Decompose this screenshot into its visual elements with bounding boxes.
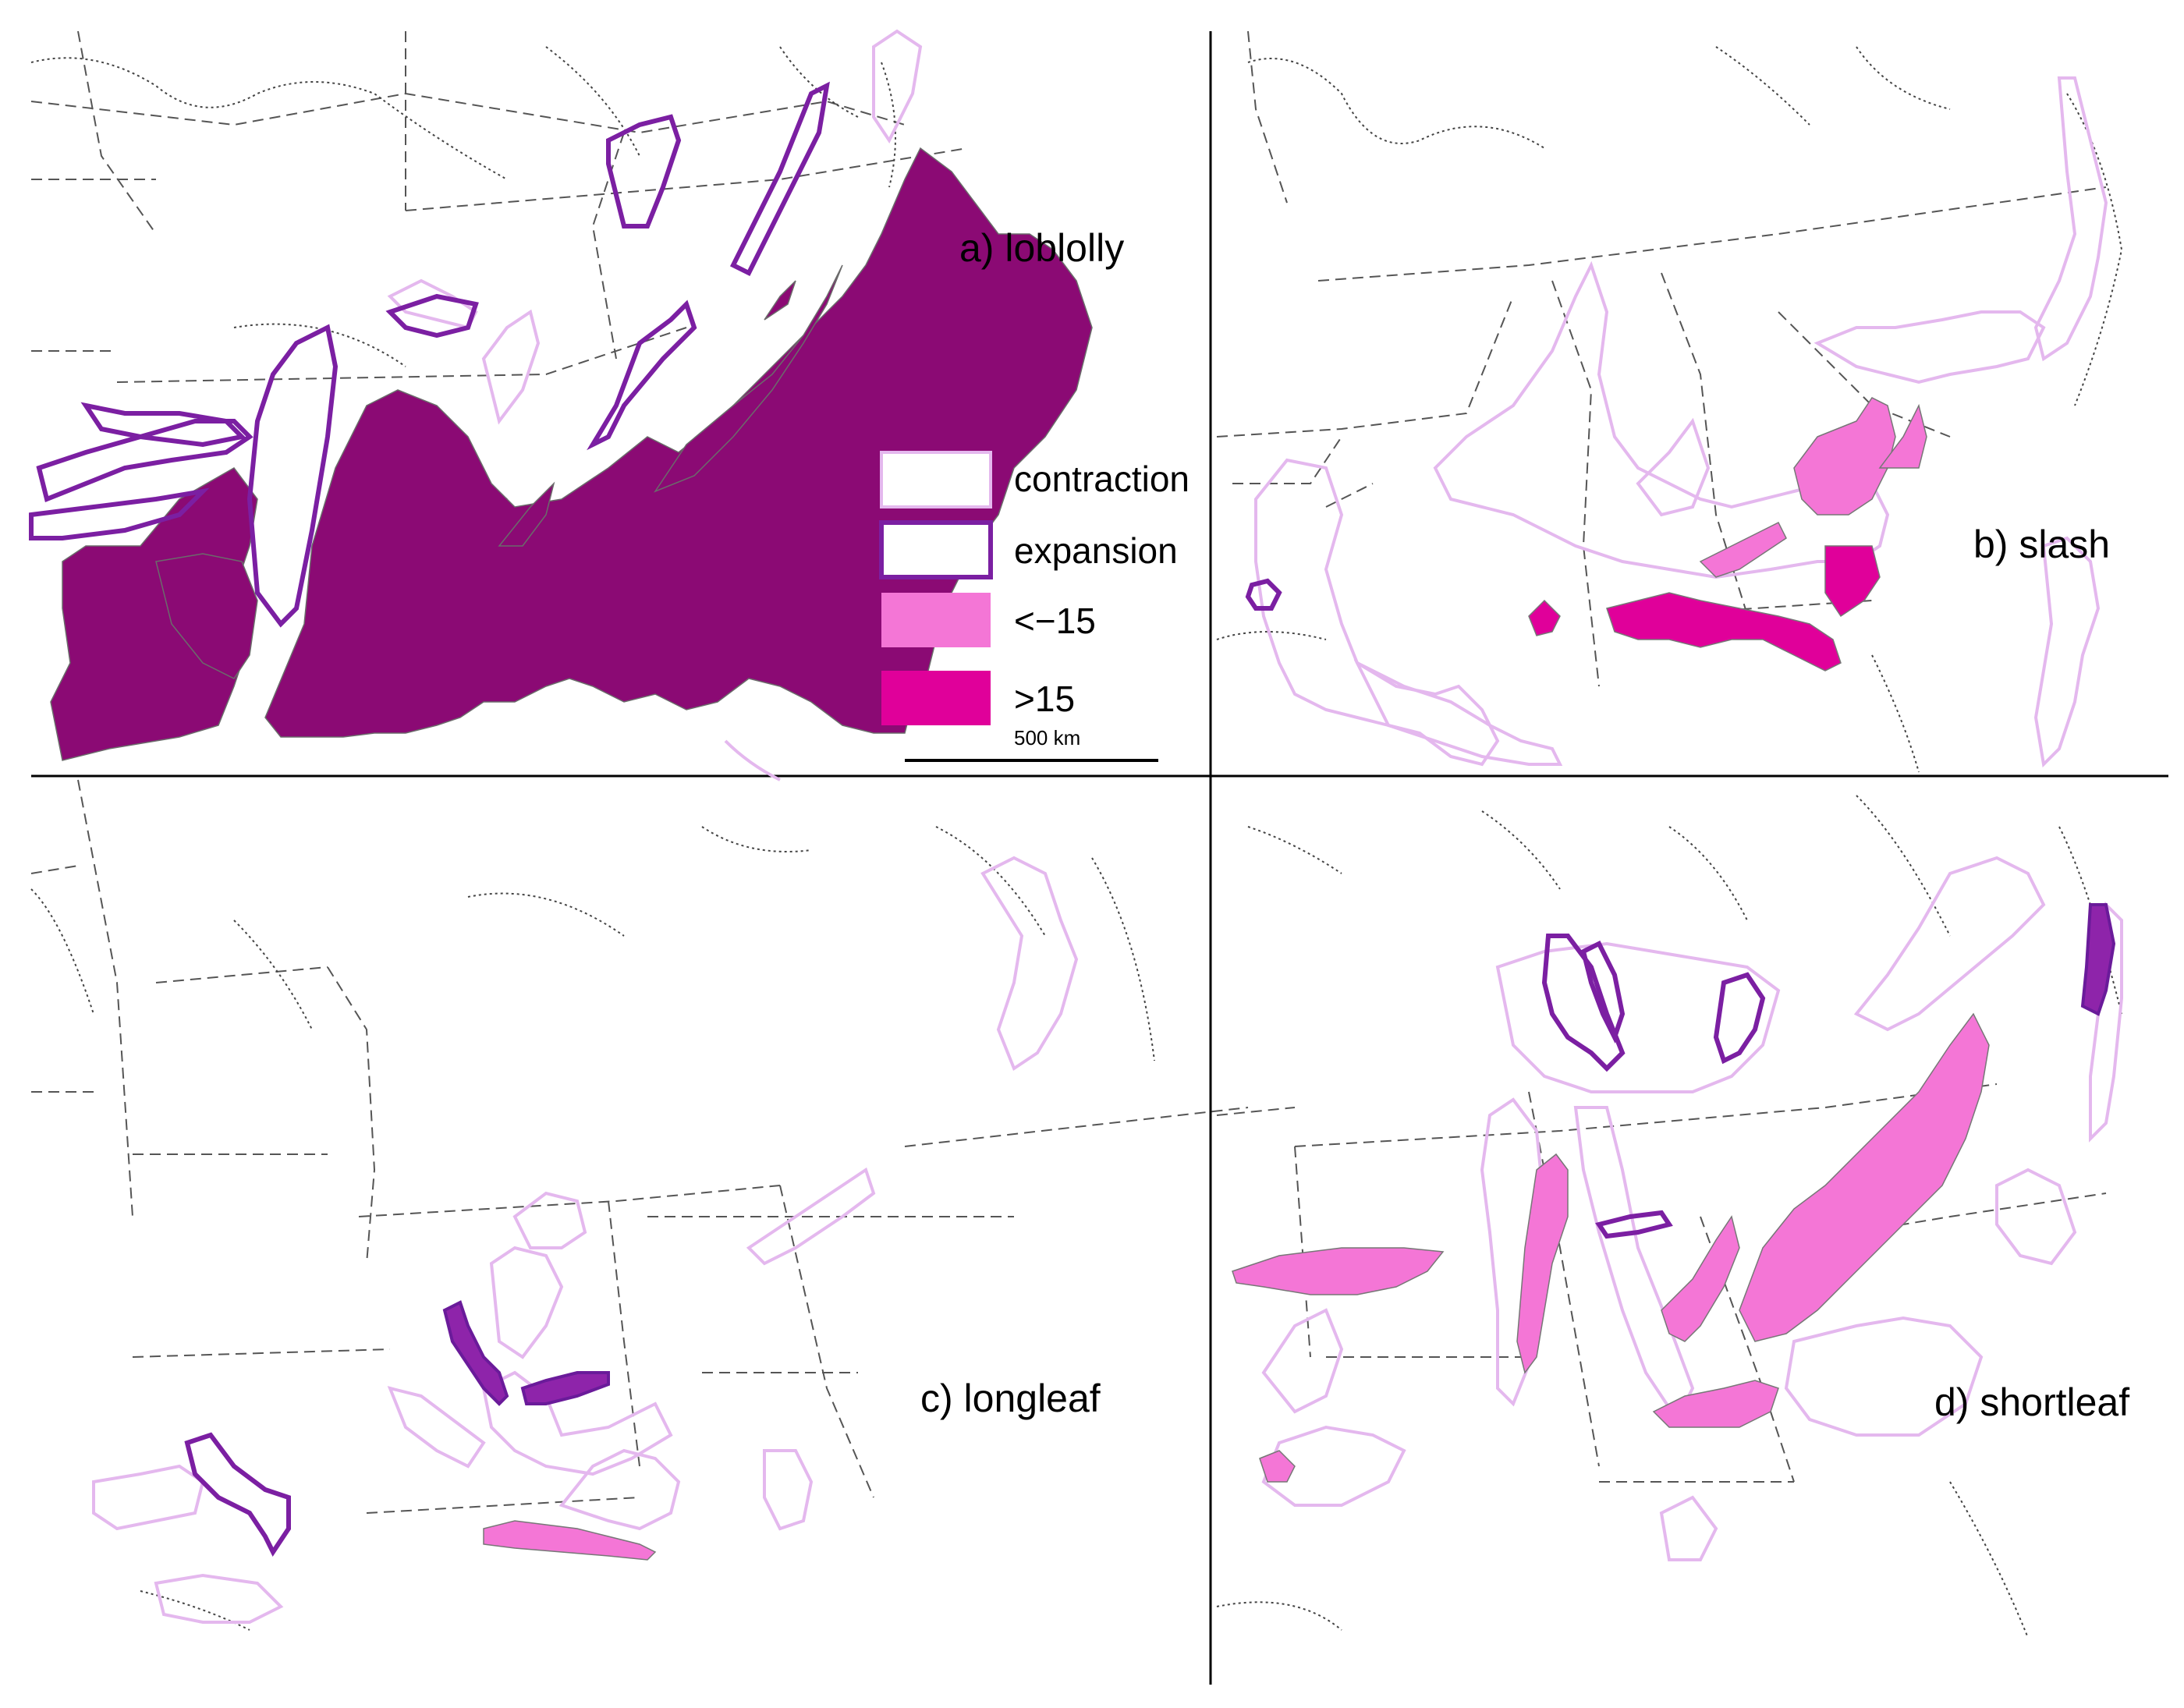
expansion-outline-a4 (587, 299, 697, 451)
contraction-outline-c1 (980, 856, 1079, 1072)
expansion-outline-a1 (606, 114, 682, 229)
expansion-outline-c1 (442, 1300, 509, 1406)
legend: contraction expansion <−15 >15 500 km (879, 451, 1190, 762)
contraction-outline-d6 (1784, 1316, 1984, 1437)
contraction-outline-c7 (154, 1573, 284, 1624)
pos15-zone-b1 (1824, 545, 1881, 618)
expansion-outline-d5 (1595, 1210, 1673, 1239)
panel-label-c: c) longleaf (920, 1377, 1101, 1420)
expansion-outline-d3 (1713, 972, 1766, 1065)
loblolly-current-range-2 (155, 553, 258, 679)
contraction-outline-b2 (1433, 260, 1890, 579)
contraction-outline-c6 (92, 1464, 205, 1531)
panel-label-d: d) shortleaf (1934, 1380, 2129, 1424)
legend-swatch-expansion (879, 520, 993, 579)
panel-label-a: a) loblolly (959, 226, 1124, 270)
neg15-zone-d2 (1259, 1450, 1296, 1483)
contraction-outline-c5 (387, 1386, 486, 1469)
contraction-outline-d8 (1261, 1308, 1344, 1414)
contraction-outline-b7 (1636, 417, 1711, 517)
neg15-zone-d3 (1516, 1153, 1569, 1374)
expansion-outline-c2 (520, 1371, 610, 1405)
expansion-outline-c3 (184, 1432, 291, 1557)
neg15-zone-d6 (1652, 1380, 1779, 1428)
contraction-outline-b4 (2033, 76, 2108, 362)
neg15-zone-b2 (1878, 403, 1927, 469)
contraction-outline-d4 (1480, 1097, 1547, 1407)
contraction-outline-b3 (1814, 310, 2046, 384)
panel-d-shortleaf (1216, 795, 2123, 1639)
panel-a-loblolly (29, 29, 1093, 781)
contraction-outline-d5 (1573, 1106, 1695, 1423)
panel-label-b: b) slash (1973, 523, 2110, 566)
expansion-outline-d4 (2080, 903, 2116, 1016)
contraction-outline-c3 (489, 1246, 564, 1359)
expansion-outline-d2 (1580, 940, 1626, 1044)
contraction-outline-a3 (872, 29, 923, 144)
loblolly-current-range-3 (264, 147, 1093, 738)
neg15-zone-b1 (1793, 397, 1896, 516)
expansion-outline-a5 (246, 324, 339, 628)
contraction-outline-b6 (1353, 659, 1563, 766)
contraction-outline-a1 (387, 278, 478, 330)
contraction-outline-b5 (2033, 536, 2101, 768)
neg15-zone-d5 (1739, 1012, 1990, 1342)
legend-label-contraction: contraction (1014, 459, 1190, 499)
pos15-zone-b3 (1528, 599, 1561, 636)
loblolly-appalachian-strip (498, 481, 555, 547)
contraction-outline-c2 (746, 1167, 876, 1266)
neg15-zone-d1 (1232, 1247, 1445, 1295)
legend-label-expansion: expansion (1014, 530, 1178, 571)
scale-bar-label: 500 km (1014, 726, 1080, 749)
contraction-outline-d10 (1659, 1495, 1718, 1561)
expansion-outline-a6 (36, 419, 254, 503)
contraction-outline-d9 (1995, 1168, 2077, 1266)
panel-b-slash (1216, 30, 2123, 773)
neg15-zone-c1 (483, 1520, 657, 1561)
contraction-outline-d2 (1853, 856, 2046, 1032)
expansion-outline-a2 (729, 81, 830, 277)
contraction-outline-a2 (481, 309, 541, 425)
loblolly-appalachian-strip-2 (764, 280, 796, 321)
contraction-outline-d7 (1261, 1425, 1406, 1507)
expansion-outline-b1 (1245, 578, 1282, 611)
legend-swatch-contraction (880, 451, 992, 509)
legend-label-pos15: >15 (1014, 679, 1075, 719)
expansion-outline-a7 (80, 402, 247, 448)
expansion-outline-a3 (385, 293, 479, 338)
panel-c-longleaf (30, 779, 1249, 1631)
contraction-outline-b1 (1254, 458, 1500, 767)
contraction-outline-c8 (558, 1448, 681, 1531)
contraction-outline-c9 (763, 1449, 814, 1531)
contraction-outline-d1 (1495, 941, 1781, 1093)
legend-swatch-neg15 (881, 593, 991, 647)
expansion-outline-a8 (29, 487, 210, 540)
contraction-coastline-a (724, 739, 781, 781)
loblolly-northeast-arm (654, 264, 843, 493)
neg15-zone-b3 (1699, 521, 1787, 578)
neg15-zone-d4 (1661, 1215, 1740, 1342)
contraction-outline-c10 (512, 1191, 587, 1249)
legend-label-neg15: <−15 (1014, 601, 1096, 641)
legend-swatch-pos15 (881, 671, 991, 725)
pos15-zone-b2 (1606, 592, 1842, 672)
